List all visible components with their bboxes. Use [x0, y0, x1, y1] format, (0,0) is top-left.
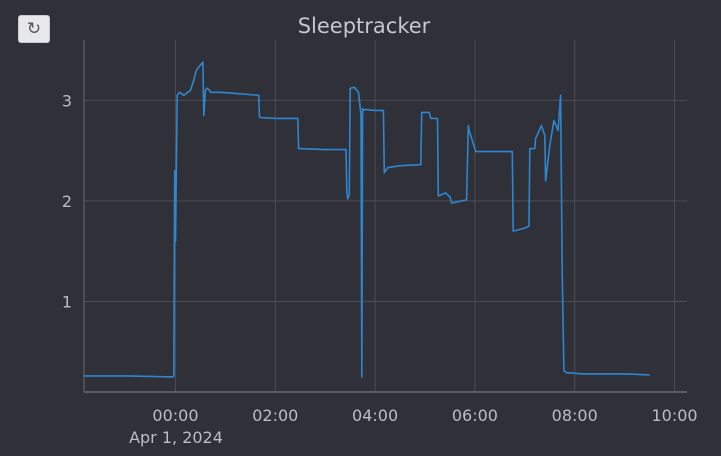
x-tick-label: 10:00	[651, 406, 697, 425]
x-tick-label: 08:00	[552, 406, 598, 425]
series-line	[84, 61, 650, 378]
grid	[84, 40, 687, 392]
axes	[83, 40, 687, 393]
x-tick-label: 06:00	[452, 406, 498, 425]
x-tick-label: 02:00	[252, 406, 298, 425]
x-tick-label: 04:00	[352, 406, 398, 425]
chart-title: Sleeptracker	[298, 14, 431, 38]
reset-zoom-button[interactable]: ↻	[18, 15, 50, 43]
tick-labels: 00:00 02:00 04:00 06:00 08:00 10:00 1 2 3	[62, 91, 698, 425]
x-axis-date-label: Apr 1, 2024	[129, 428, 223, 447]
y-tick-label: 2	[62, 192, 72, 211]
series-group	[84, 61, 650, 378]
y-tick-label: 3	[62, 91, 72, 110]
x-tick-label: 00:00	[152, 406, 198, 425]
y-tick-label: 1	[62, 292, 72, 311]
